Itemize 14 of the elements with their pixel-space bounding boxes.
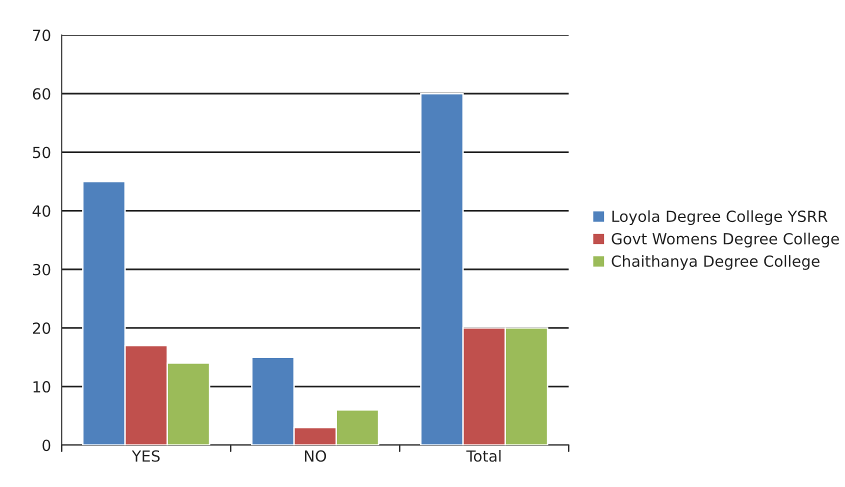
x-tick-label: YES (132, 450, 160, 462)
y-tick-label: 40 (32, 205, 50, 217)
y-tick-label: 10 (34, 381, 50, 393)
x-tick-label: NO (304, 450, 326, 462)
y-tick-label: 0 (42, 440, 50, 452)
y-tick-label: 70 (33, 30, 50, 42)
y-tick-label: 50 (33, 146, 50, 158)
legend-label: Govt Womens Degree College (612, 232, 839, 248)
legend-label: Chaithanya Degree College (612, 255, 820, 270)
y-tick-label: 20 (32, 322, 50, 334)
y-tick-label: 30 (32, 264, 50, 276)
y-tick-label: 60 (32, 88, 50, 100)
x-tick-label: Total (466, 450, 501, 462)
legend-label: Loyola Degree College YSRR (612, 210, 828, 226)
